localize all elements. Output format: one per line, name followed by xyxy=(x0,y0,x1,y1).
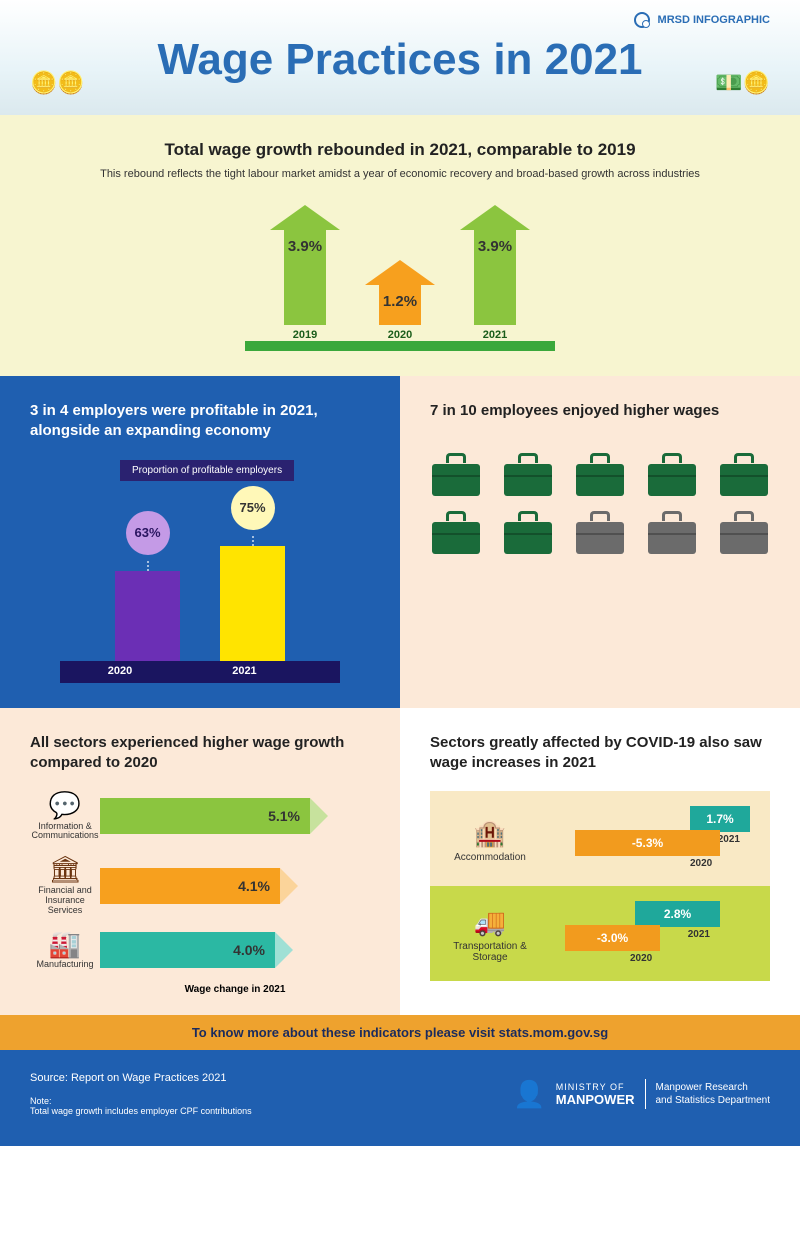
page-title: Wage Practices in 2021 xyxy=(30,35,770,85)
panel-higher-wages: 7 in 10 employees enjoyed higher wages xyxy=(400,376,800,708)
cta-bar: To know more about these indicators plea… xyxy=(0,1015,800,1050)
header: MRSD INFOGRAPHIC 🪙🪙 Wage Practices in 20… xyxy=(0,0,800,115)
footer: Source: Report on Wage Practices 2021 No… xyxy=(0,1050,800,1146)
bar-2020: 63% xyxy=(115,511,180,661)
briefcase-icon xyxy=(504,456,552,496)
covid-blocks: 🏨Accommodation1.7%2021-5.3%2020🚚Transpor… xyxy=(430,791,770,981)
section1-title: Total wage growth rebounded in 2021, com… xyxy=(30,140,770,160)
sector-row: 💬Information &Communications5.1% xyxy=(30,791,370,841)
bar-2021: 75% xyxy=(220,486,285,661)
briefcase-icon xyxy=(720,514,768,554)
footer-note-label: Note: xyxy=(30,1096,252,1106)
section-wage-growth: Total wage growth rebounded in 2021, com… xyxy=(0,115,800,376)
magnify-chart-icon xyxy=(634,12,650,28)
panel-blue-title: 3 in 4 employers were profitable in 2021… xyxy=(30,401,370,442)
infographic-page: MRSD INFOGRAPHIC 🪙🪙 Wage Practices in 20… xyxy=(0,0,800,1146)
profitable-bar-chart: 63%75% xyxy=(30,491,370,661)
row-employer-employee: 3 in 4 employers were profitable in 2021… xyxy=(0,376,800,708)
arrow-2021: 3.9%2021 xyxy=(460,205,530,341)
panel-covid-sectors: Sectors greatly affected by COVID-19 als… xyxy=(400,708,800,1016)
briefcase-icon xyxy=(576,456,624,496)
row-sectors: All sectors experienced higher wage grow… xyxy=(0,708,800,1016)
section1-subtitle: This rebound reflects the tight labour m… xyxy=(30,168,770,180)
footer-note: Total wage growth includes employer CPF … xyxy=(30,1106,252,1116)
arrow-2020: 1.2%2020 xyxy=(365,260,435,341)
sector-row: 🏛Financial andInsurance Services4.1% xyxy=(30,855,370,915)
panel-covid-title: Sectors greatly affected by COVID-19 als… xyxy=(430,733,770,774)
panel-briefcase-title: 7 in 10 employees enjoyed higher wages xyxy=(430,401,770,421)
panel-sector-growth: All sectors experienced higher wage grow… xyxy=(0,708,400,1016)
badge-text: MRSD INFOGRAPHIC xyxy=(658,14,770,26)
mrsd-badge: MRSD INFOGRAPHIC xyxy=(634,12,770,28)
briefcase-icon xyxy=(720,456,768,496)
panel-sectors-title: All sectors experienced higher wage grow… xyxy=(30,733,370,774)
arrows-chart: 3.9%2019 1.2%2020 3.9%2021 xyxy=(30,205,770,341)
briefcase-pictogram xyxy=(430,456,770,554)
briefcase-icon xyxy=(432,456,480,496)
coins-icon: 🪙🪙 xyxy=(30,70,85,96)
briefcase-icon xyxy=(432,514,480,554)
bar-year-0: 2020 xyxy=(60,665,180,677)
arrows-base xyxy=(245,341,555,351)
briefcase-icon xyxy=(576,514,624,554)
briefcase-icon xyxy=(504,514,552,554)
covid-block: 🏨Accommodation1.7%2021-5.3%2020 xyxy=(430,791,770,886)
sector-bars: 💬Information &Communications5.1% 🏛Financi… xyxy=(30,791,370,970)
bar-base: 2020 2021 xyxy=(60,661,340,683)
sector-row: 🏭Manufacturing4.0% xyxy=(30,930,370,970)
ministry-name: MINISTRY OF MANPOWER xyxy=(556,1082,635,1107)
footer-source: Source: Report on Wage Practices 2021 xyxy=(30,1072,252,1084)
footer-divider xyxy=(645,1079,646,1109)
briefcase-icon xyxy=(648,514,696,554)
dept-name: Manpower Research and Statistics Departm… xyxy=(656,1081,771,1107)
bar-year-1: 2021 xyxy=(184,665,304,677)
chart-label: Proportion of profitable employers xyxy=(120,460,294,481)
arrow-2019: 3.9%2019 xyxy=(270,205,340,341)
wage-change-label: Wage change in 2021 xyxy=(100,984,370,995)
briefcase-icon xyxy=(648,456,696,496)
ministry-logo-icon: 👤 xyxy=(513,1079,545,1110)
footer-right: 👤 MINISTRY OF MANPOWER Manpower Research… xyxy=(513,1079,770,1110)
money-icon: 💵🪙 xyxy=(715,70,770,96)
panel-profitable-employers: 3 in 4 employers were profitable in 2021… xyxy=(0,376,400,708)
covid-block: 🚚Transportation & Storage2.8%2021-3.0%20… xyxy=(430,886,770,981)
footer-left: Source: Report on Wage Practices 2021 No… xyxy=(30,1072,252,1116)
